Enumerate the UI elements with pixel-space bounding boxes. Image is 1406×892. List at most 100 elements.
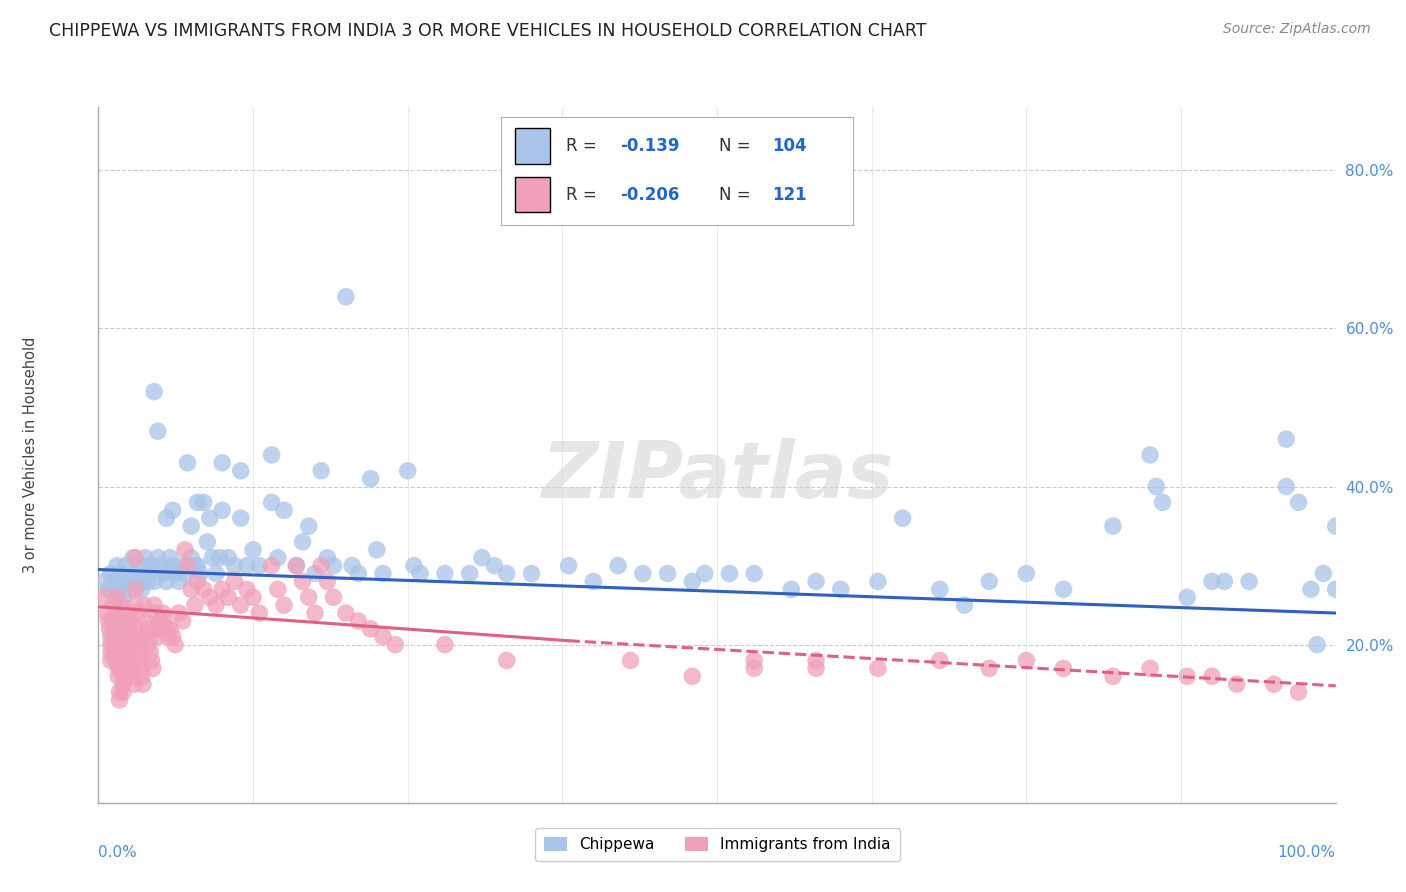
Point <box>103 622 125 636</box>
Point <box>105 582 128 597</box>
Point <box>118 606 141 620</box>
Point <box>236 582 259 597</box>
Point <box>117 614 139 628</box>
Point <box>433 566 456 581</box>
Point <box>229 511 252 525</box>
Point <box>198 511 221 525</box>
Point <box>360 622 382 636</box>
Point <box>1139 661 1161 675</box>
Point <box>1275 479 1298 493</box>
Point <box>172 558 194 573</box>
Point <box>124 582 146 597</box>
Point <box>211 456 233 470</box>
Point <box>149 614 172 628</box>
Point <box>742 566 765 581</box>
Point <box>115 653 138 667</box>
Point <box>866 661 889 675</box>
Point <box>121 646 143 660</box>
Point <box>360 472 382 486</box>
Point <box>1275 432 1298 446</box>
Point <box>136 630 159 644</box>
Point <box>96 606 118 620</box>
Point <box>1237 574 1260 589</box>
Point <box>247 606 270 620</box>
Point <box>224 558 246 573</box>
Point <box>118 622 141 636</box>
Point <box>402 558 425 573</box>
Point <box>229 464 252 478</box>
Point <box>159 550 181 565</box>
Point <box>122 669 145 683</box>
Point <box>167 574 190 589</box>
Point <box>471 550 494 565</box>
Point <box>1324 519 1347 533</box>
Point <box>162 558 184 573</box>
Point <box>217 591 239 605</box>
Point <box>928 582 950 597</box>
Point <box>1102 519 1125 533</box>
Point <box>155 574 177 589</box>
Point <box>128 630 150 644</box>
Point <box>131 661 153 675</box>
Point <box>108 685 131 699</box>
Point <box>118 574 141 589</box>
Point <box>631 566 654 581</box>
Point <box>103 638 125 652</box>
Point <box>146 630 169 644</box>
Point <box>174 566 197 581</box>
Point <box>111 661 134 675</box>
Point <box>108 693 131 707</box>
Point <box>242 542 264 557</box>
Point <box>124 598 146 612</box>
Point <box>1015 566 1038 581</box>
Point <box>127 622 149 636</box>
Point <box>103 614 125 628</box>
Point <box>114 630 136 644</box>
Point <box>100 638 122 652</box>
Point <box>107 661 129 675</box>
Point <box>267 582 290 597</box>
Point <box>112 566 135 581</box>
Point <box>97 614 120 628</box>
Point <box>110 638 132 652</box>
Point <box>1299 582 1322 597</box>
Point <box>409 566 432 581</box>
Point <box>134 598 156 612</box>
Text: Source: ZipAtlas.com: Source: ZipAtlas.com <box>1223 22 1371 37</box>
Point <box>134 550 156 565</box>
Text: 0.0%: 0.0% <box>98 845 138 860</box>
Point <box>110 598 132 612</box>
Point <box>127 606 149 620</box>
Point <box>458 566 481 581</box>
Point <box>105 606 128 620</box>
Point <box>124 566 146 581</box>
Point <box>198 591 221 605</box>
Point <box>107 669 129 683</box>
Point <box>146 550 169 565</box>
Point <box>149 622 172 636</box>
Point <box>347 566 370 581</box>
Point <box>156 630 179 644</box>
Point <box>309 558 332 573</box>
Point <box>979 661 1001 675</box>
Point <box>236 558 259 573</box>
Point <box>186 558 208 573</box>
Point <box>112 685 135 699</box>
Point <box>322 558 344 573</box>
Point <box>520 566 543 581</box>
Point <box>979 574 1001 589</box>
Point <box>100 653 122 667</box>
Point <box>112 677 135 691</box>
Legend: Chippewa, Immigrants from India: Chippewa, Immigrants from India <box>534 828 900 862</box>
Point <box>1152 495 1174 509</box>
Point <box>165 638 187 652</box>
Point <box>681 574 703 589</box>
Point <box>117 622 139 636</box>
Point <box>186 495 208 509</box>
Point <box>105 558 128 573</box>
Point <box>260 558 283 573</box>
Point <box>285 558 308 573</box>
Point <box>184 598 207 612</box>
Point <box>153 614 176 628</box>
Point <box>104 653 127 667</box>
